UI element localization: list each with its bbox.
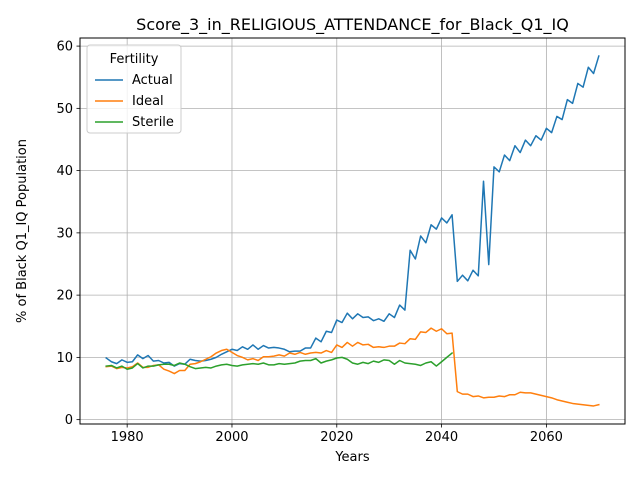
x-axis-label: Years <box>334 450 370 465</box>
legend-label-actual: Actual <box>132 73 173 88</box>
y-tick-label: 50 <box>56 102 73 117</box>
y-tick-label: 40 <box>56 164 73 179</box>
legend-label-ideal: Ideal <box>132 94 164 109</box>
y-tick-label: 0 <box>65 413 73 428</box>
x-tick-label: 2020 <box>320 430 353 445</box>
y-tick-label: 30 <box>56 226 73 241</box>
legend-entries: Actual Ideal Sterile <box>95 73 174 130</box>
legend: Fertility Actual Ideal Sterile <box>86 44 182 134</box>
series-line-actual <box>105 55 600 367</box>
y-tick-label: 10 <box>56 351 73 366</box>
axis-ticks: 1980 2000 2020 2040 2060 0 10 20 30 40 50 60 <box>56 40 562 445</box>
legend-box <box>86 44 182 134</box>
legend-title: Fertility <box>110 52 159 67</box>
x-tick-label: 2000 <box>215 430 248 445</box>
x-tick-label: 2060 <box>530 430 563 445</box>
x-tick-label: 2040 <box>425 430 458 445</box>
y-tick-label: 60 <box>56 40 73 55</box>
series-line-sterile <box>105 351 454 370</box>
plot-frame <box>79 37 626 425</box>
series-lines <box>105 55 600 407</box>
chart-title: Score_3_in_RELIGIOUS_ATTENDANCE_for_Blac… <box>136 15 569 35</box>
y-tick-label: 20 <box>56 289 73 304</box>
x-tick-label: 1980 <box>111 430 144 445</box>
y-axis-label: % of Black Q1_IQ Population <box>15 139 30 323</box>
grid <box>80 38 625 424</box>
legend-label-sterile: Sterile <box>132 115 174 130</box>
